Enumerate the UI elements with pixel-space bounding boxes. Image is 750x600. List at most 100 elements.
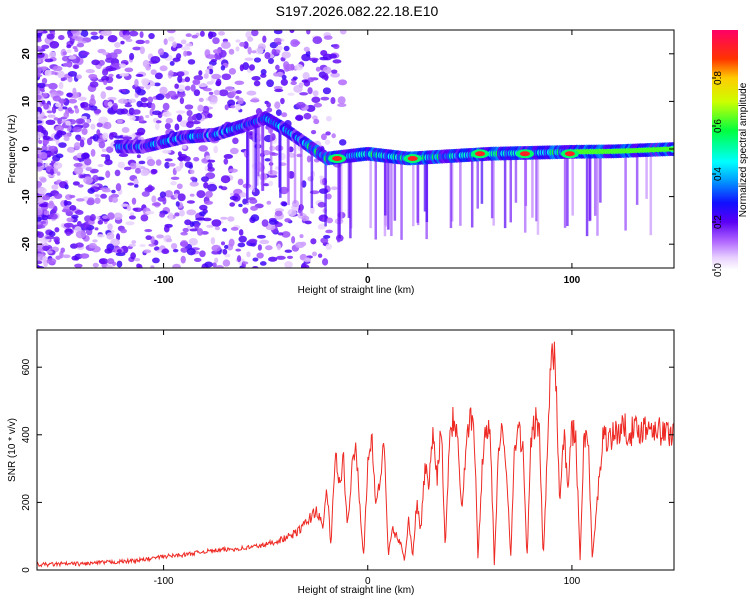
heatmap-cell bbox=[212, 37, 220, 45]
heatmap-cell bbox=[312, 90, 319, 97]
heatmap-cell bbox=[65, 231, 71, 236]
heatmap-cell bbox=[66, 44, 72, 49]
heatmap-cell bbox=[69, 205, 77, 211]
heatmap-cell bbox=[514, 153, 518, 203]
heatmap-cell bbox=[147, 96, 154, 103]
heatmap-cell bbox=[140, 214, 149, 222]
heatmap-cell bbox=[423, 157, 427, 212]
heatmap-cell bbox=[80, 51, 90, 56]
heatmap-cell bbox=[103, 121, 112, 130]
heatmap-cell bbox=[122, 136, 133, 140]
heatmap-cell bbox=[281, 74, 287, 80]
heatmap-cell bbox=[312, 36, 323, 44]
heatmap-cell bbox=[42, 135, 51, 140]
heatmap-cell bbox=[198, 97, 204, 103]
heatmap-cell bbox=[459, 155, 462, 226]
heatmap-cell bbox=[247, 46, 252, 55]
heatmap-cell bbox=[90, 94, 95, 102]
heatmap-cell bbox=[111, 196, 119, 203]
heatmap-cell bbox=[64, 200, 72, 206]
heatmap-cell bbox=[186, 121, 194, 128]
snr-x-tick-label: 100 bbox=[564, 576, 581, 587]
heatmap-cell bbox=[263, 183, 270, 187]
heatmap-cell bbox=[41, 145, 48, 151]
heatmap-cell bbox=[300, 264, 310, 268]
heatmap-cell bbox=[193, 156, 200, 162]
heatmap-cell bbox=[42, 194, 51, 201]
heatmap-cell bbox=[116, 119, 123, 124]
heatmap-cell bbox=[218, 89, 229, 97]
heatmap-cell bbox=[55, 153, 64, 159]
heatmap-cell bbox=[145, 114, 150, 119]
heatmap-cell bbox=[523, 152, 527, 233]
heatmap-cell bbox=[167, 30, 176, 34]
heatmap-cell bbox=[205, 155, 211, 160]
colorbar-tick-label: 0.2 bbox=[713, 215, 724, 229]
heatmap-cell bbox=[128, 215, 136, 220]
heatmap-cell bbox=[222, 259, 231, 267]
heatmap-cell bbox=[163, 38, 168, 45]
heatmap-cell bbox=[55, 102, 62, 108]
heatmap-cell bbox=[152, 110, 162, 116]
heatmap-cell bbox=[319, 56, 329, 61]
heatmap-cell bbox=[128, 30, 139, 37]
heatmap-cell bbox=[73, 64, 79, 69]
heatmap-cell bbox=[37, 58, 42, 64]
heatmap-cell bbox=[168, 163, 176, 167]
heatmap-cell bbox=[180, 231, 188, 236]
heatmap-cell bbox=[252, 257, 259, 262]
heatmap-cell bbox=[310, 238, 317, 245]
heatmap-cell bbox=[46, 33, 55, 40]
heatmap-cell bbox=[108, 52, 118, 59]
heatmap-cell bbox=[132, 207, 139, 211]
heatmap-cell bbox=[168, 212, 174, 219]
heatmap-cell bbox=[51, 184, 59, 190]
heatmap-cell bbox=[323, 35, 333, 40]
heatmap-cell bbox=[73, 142, 81, 150]
heatmap-cell bbox=[228, 48, 235, 55]
heatmap-cell bbox=[139, 46, 145, 55]
heatmap-cell bbox=[274, 210, 283, 217]
heatmap-cell bbox=[45, 119, 56, 126]
heatmap-cell bbox=[77, 184, 84, 188]
heatmap-cell bbox=[190, 176, 197, 181]
figure-title: S197.2026.082.22.18.E10 bbox=[276, 3, 439, 19]
snr-series-line bbox=[37, 341, 674, 568]
heatmap-cell bbox=[100, 153, 107, 158]
heatmap-cell bbox=[199, 250, 206, 258]
heatmap-cell bbox=[37, 120, 43, 124]
heatmap-cell bbox=[89, 214, 96, 222]
heatmap-cell bbox=[100, 91, 107, 100]
heatmap-cell bbox=[645, 150, 648, 199]
heatmap-cell bbox=[203, 87, 212, 92]
heatmap-cell bbox=[214, 226, 221, 231]
heatmap-cell bbox=[75, 210, 84, 215]
heatmap-cell bbox=[250, 205, 259, 211]
heatmap-cell bbox=[304, 220, 312, 225]
heatmap-cell bbox=[72, 181, 80, 186]
heatmap-cell bbox=[338, 157, 341, 239]
heatmap-cell bbox=[177, 151, 182, 157]
heatmap-cell bbox=[153, 82, 161, 87]
heatmap-y-tick-label: 10 bbox=[21, 95, 32, 107]
heatmap-cell bbox=[193, 75, 204, 81]
heatmap-cell bbox=[214, 257, 219, 264]
heatmap-cell bbox=[280, 97, 285, 105]
heatmap-cell bbox=[330, 96, 336, 105]
heatmap-cell bbox=[400, 157, 403, 240]
heatmap-cell bbox=[311, 96, 321, 103]
heatmap-cell bbox=[60, 247, 65, 253]
heatmap-cell bbox=[121, 89, 127, 93]
heatmap-cell bbox=[136, 154, 141, 159]
heatmap-cell bbox=[100, 30, 108, 37]
heatmap-cell bbox=[320, 133, 327, 141]
heatmap-cell bbox=[92, 239, 98, 243]
heatmap-cell bbox=[588, 151, 592, 221]
heatmap-cell bbox=[195, 217, 206, 221]
heatmap-cell bbox=[175, 110, 186, 114]
heatmap-cell bbox=[230, 192, 235, 196]
heatmap-cell bbox=[116, 249, 122, 253]
heatmap-cell bbox=[49, 41, 60, 49]
heatmap-cell bbox=[164, 161, 170, 169]
heatmap-cell bbox=[563, 152, 567, 228]
